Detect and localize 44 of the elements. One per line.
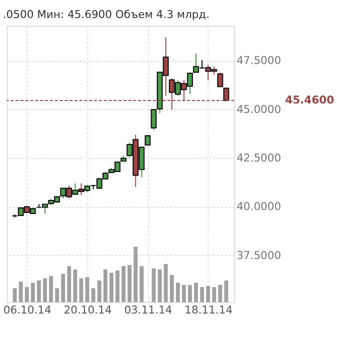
- x-tick-label: 20.10.14: [64, 303, 112, 316]
- bar: [30, 282, 35, 302]
- bar: [18, 282, 23, 302]
- candlestick: [217, 72, 224, 88]
- candlestick: [144, 134, 151, 146]
- bar: [43, 278, 47, 302]
- bar: [116, 270, 120, 302]
- bar: [128, 265, 132, 302]
- y-tick-label: 40.0000: [236, 200, 282, 214]
- bar: [97, 280, 102, 302]
- y-tick-label: 45.0000: [236, 102, 282, 116]
- bar: [49, 276, 53, 302]
- y-tick-label: 42.5000: [236, 152, 282, 165]
- x-tick-label: 18.11.14: [184, 303, 233, 316]
- bar: [188, 284, 192, 302]
- bar: [182, 284, 186, 302]
- bar: [140, 266, 144, 302]
- bar: [200, 287, 204, 302]
- bar: [85, 277, 90, 302]
- bar: [218, 284, 222, 302]
- y-tick-label: 37.5000: [236, 248, 282, 262]
- bar: [73, 269, 78, 302]
- y-tick-label: 47.5000: [236, 54, 282, 68]
- bar: [122, 266, 126, 302]
- bar: [109, 272, 114, 302]
- x-tick-label: 03.11.14: [124, 303, 172, 316]
- bar: [24, 287, 29, 302]
- bar: [170, 274, 174, 302]
- chart-title: .0500 Мин: 45.6900 Объем 4.3 млрд.: [2, 8, 210, 21]
- bar: [55, 288, 60, 302]
- bar: [206, 286, 210, 302]
- bar: [91, 288, 96, 302]
- bar: [61, 274, 66, 302]
- bar: [176, 282, 180, 302]
- bar: [36, 280, 41, 302]
- bar: [164, 264, 168, 302]
- bar: [212, 287, 216, 302]
- bar: [103, 269, 108, 302]
- bar: [67, 266, 72, 302]
- bar: [12, 288, 17, 302]
- bar: [134, 246, 138, 302]
- bar: [194, 282, 198, 302]
- ref-line-label: 45.4600: [285, 93, 334, 106]
- x-tick-label: 06.10.14: [3, 303, 52, 316]
